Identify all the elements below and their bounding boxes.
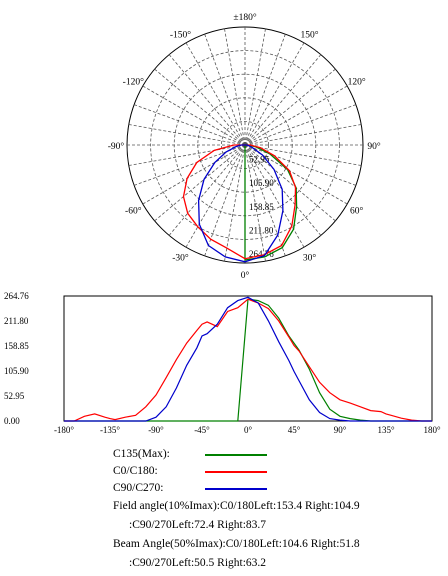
polar-chart: ±180° 150° 120° 90° 60° 30° 0° -30° -60° -90° -120… xyxy=(108,12,381,281)
x-tick-label: 45° xyxy=(288,425,301,435)
polar-angle-label: ±180° xyxy=(233,12,256,23)
line-series xyxy=(64,298,432,422)
beam-angle-line-2: :C90/270Left:50.5 Right:63.2 xyxy=(129,557,267,569)
polar-radial-label: 211.80 xyxy=(249,225,274,235)
polar-angle-label: 150° xyxy=(300,29,318,40)
beam-angle-line-1: Beam Angle(50%Imax):C0/180Left:104.6 Rig… xyxy=(113,538,360,550)
x-tick-label: -45° xyxy=(194,425,210,435)
polar-angle-label: 90° xyxy=(367,141,381,152)
polar-angle-label: -120° xyxy=(123,77,144,88)
legend-item-c135: C135(Max): xyxy=(113,446,443,463)
polar-grid-ring xyxy=(150,50,340,240)
polar-radial-label: 105.90 xyxy=(249,178,274,188)
legend-item-c90: C90/C270: xyxy=(113,480,443,497)
polar-angle-label: -150° xyxy=(170,29,191,40)
x-tick-label: -90° xyxy=(148,425,164,435)
legend: C135(Max): C0/C180: C90/C270: xyxy=(113,446,443,497)
polar-angle-label: 120° xyxy=(348,77,366,88)
field-angle-line-2: :C90/270Left:72.4 Right:83.7 xyxy=(129,519,267,531)
x-tick-label: -180° xyxy=(54,425,74,435)
polar-series-line xyxy=(197,144,284,263)
polar-series-line xyxy=(182,144,297,260)
x-tick-label: 0° xyxy=(244,425,253,435)
y-tick-label: 264.76 xyxy=(4,291,29,301)
x-tick-label: 180° xyxy=(423,425,441,435)
linear-chart: 264.76 211.80 158.85 105.90 52.95 0.00 -180° -1… xyxy=(4,291,441,435)
line-series xyxy=(64,296,432,422)
polar-angle-label: -90° xyxy=(108,141,125,152)
y-tick-label: 211.80 xyxy=(4,316,29,326)
legend-item-c0: C0/C180: xyxy=(113,463,443,480)
polar-angle-label: 0° xyxy=(241,270,250,281)
y-tick-label: 52.95 xyxy=(4,391,25,401)
plot-frame xyxy=(63,295,433,422)
legend-label: C135(Max): xyxy=(113,448,170,460)
x-tick-label: -135° xyxy=(100,425,120,435)
y-tick-label: 105.90 xyxy=(4,366,29,376)
legend-label: C90/C270: xyxy=(113,482,164,494)
legend-swatch xyxy=(205,471,267,473)
polar-radial-label: 264.76 xyxy=(249,249,274,259)
x-tick-label: 90° xyxy=(334,425,347,435)
legend-swatch xyxy=(205,454,267,456)
polar-angle-label: -30° xyxy=(172,253,189,264)
polar-angle-label: 60° xyxy=(350,206,364,217)
line-series xyxy=(64,298,432,422)
legend-label: C0/C180: xyxy=(113,465,158,477)
polar-radial-label: 158.85 xyxy=(249,202,274,212)
polar-angle-label: 30° xyxy=(303,253,317,264)
polar-angle-label: -60° xyxy=(125,206,142,217)
field-angle-line-1: Field angle(10%Imax):C0/180Left:153.4 Ri… xyxy=(113,500,360,512)
x-tick-label: 135° xyxy=(377,425,395,435)
y-tick-label: 0.00 xyxy=(4,416,20,426)
y-tick-label: 158.85 xyxy=(4,341,29,351)
polar-radial-label: 52.95 xyxy=(249,155,270,165)
legend-swatch xyxy=(205,488,267,490)
